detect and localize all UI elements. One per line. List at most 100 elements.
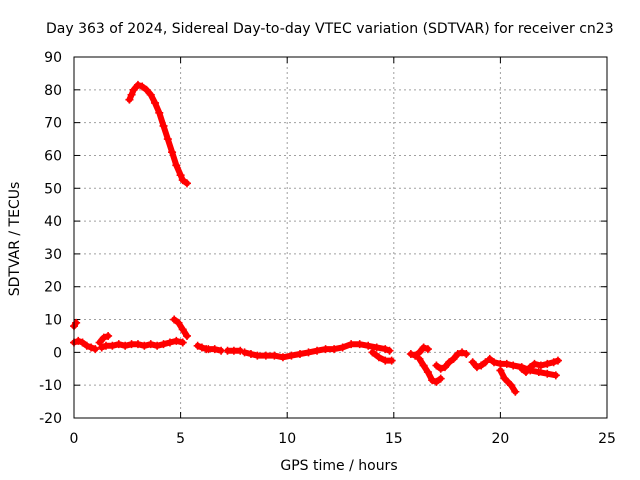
data-point — [82, 341, 91, 350]
data-point — [151, 98, 160, 107]
y-tick-label: 40 — [44, 214, 62, 230]
data-point — [534, 368, 543, 377]
series-arc-12 — [432, 348, 471, 373]
data-point — [436, 364, 445, 373]
y-axis-label: SDTVAR / TECUs — [7, 182, 23, 297]
series-arc-8 — [240, 340, 394, 362]
series-trace — [497, 367, 519, 395]
data-point — [133, 80, 142, 89]
data-point — [165, 338, 174, 347]
data-point — [127, 90, 136, 99]
data-point — [549, 358, 558, 367]
data-point — [543, 369, 552, 378]
data-point — [449, 354, 458, 363]
data-point — [428, 376, 437, 385]
data-point — [178, 325, 187, 334]
series-trace — [126, 81, 190, 187]
data-point — [72, 318, 81, 327]
data-point — [182, 179, 191, 188]
data-point — [240, 348, 249, 357]
x-tick-label: 20 — [491, 431, 509, 447]
data-point — [278, 353, 287, 362]
x-tick-label: 25 — [598, 431, 616, 447]
data-point — [406, 350, 415, 359]
series-trace — [486, 355, 559, 379]
series-arc-16 — [517, 356, 562, 377]
x-tick-label: 5 — [176, 431, 185, 447]
data-point — [174, 318, 183, 327]
data-point — [287, 351, 296, 360]
chart-title: Day 363 of 2024, Sidereal Day-to-day VTE… — [46, 21, 614, 37]
data-point — [551, 371, 560, 380]
data-point — [507, 381, 516, 390]
data-point — [313, 346, 322, 355]
data-point — [553, 356, 562, 365]
series-arc-9 — [368, 348, 396, 365]
data-point — [108, 341, 117, 350]
data-point — [104, 331, 113, 340]
data-point — [295, 350, 304, 359]
data-point — [411, 351, 420, 360]
data-point — [330, 345, 339, 354]
y-tick-label: 0 — [53, 345, 62, 361]
data-point — [490, 358, 499, 367]
x-tick-label: 10 — [278, 431, 296, 447]
data-point — [78, 338, 87, 347]
data-point — [338, 343, 347, 352]
series-arc-high — [125, 80, 191, 188]
y-tick-label: 70 — [44, 116, 62, 132]
series-trace — [171, 316, 190, 339]
data-point — [453, 350, 462, 359]
data-point — [347, 340, 356, 349]
data-point — [355, 340, 364, 349]
data-point — [121, 341, 130, 350]
series-arc-15 — [496, 366, 520, 396]
data-point — [374, 353, 383, 362]
data-point — [481, 358, 490, 367]
data-point — [472, 363, 481, 372]
y-tick-label: 20 — [44, 280, 62, 296]
data-point — [163, 135, 172, 144]
data-point — [436, 374, 445, 383]
data-point — [193, 341, 202, 350]
data-point — [304, 348, 313, 357]
y-tick-label: 60 — [44, 148, 62, 164]
series-arc-13 — [468, 358, 490, 372]
y-tick-label: -20 — [39, 411, 62, 427]
data-point — [458, 348, 467, 357]
data-point — [385, 346, 394, 355]
data-point — [432, 377, 441, 386]
data-point — [270, 351, 279, 360]
data-point — [445, 358, 454, 367]
data-point — [172, 336, 181, 345]
data-point — [97, 343, 106, 352]
data-point — [74, 336, 83, 345]
data-point — [526, 363, 535, 372]
y-tick-label: 80 — [44, 83, 62, 99]
data-point — [364, 341, 373, 350]
data-point — [159, 121, 168, 130]
data-point — [87, 343, 96, 352]
data-point — [246, 350, 255, 359]
data-point — [133, 340, 142, 349]
data-point — [543, 359, 552, 368]
data-point — [432, 361, 441, 370]
data-point — [372, 343, 381, 352]
data-point — [197, 343, 206, 352]
y-tick-label: 50 — [44, 181, 62, 197]
data-point — [521, 368, 530, 377]
data-point — [530, 359, 539, 368]
data-point — [419, 361, 428, 370]
series-arc-6 — [204, 345, 226, 355]
data-point — [485, 354, 494, 363]
series-arc-start — [70, 318, 81, 331]
y-tick-label: 30 — [44, 247, 62, 263]
data-point — [500, 374, 509, 383]
data-point — [125, 95, 134, 104]
series-arc-7 — [223, 346, 245, 355]
series-arc-2 — [95, 331, 113, 347]
data-point — [423, 368, 432, 377]
data-point — [178, 338, 187, 347]
series-arc-3 — [97, 336, 187, 352]
